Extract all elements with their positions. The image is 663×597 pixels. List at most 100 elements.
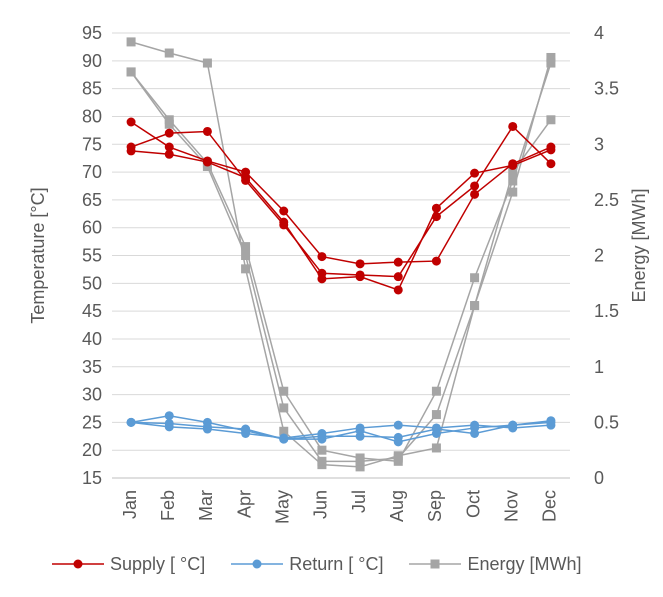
data-point-supply — [317, 252, 327, 262]
y-right-tick-label: 3 — [594, 134, 604, 154]
y-left-tick-label: 90 — [82, 51, 102, 71]
data-point-return — [431, 429, 441, 438]
x-tick-label: Apr — [234, 490, 254, 518]
y-left-tick-label: 80 — [82, 106, 102, 126]
data-point-supply — [470, 189, 480, 199]
chart-legend: Supply [ °C] Return [ °C] Energy [MWh] — [52, 546, 652, 582]
legend-label-supply: Supply [ °C] — [110, 553, 206, 574]
data-point-supply — [126, 146, 136, 156]
series-line-return — [131, 421, 551, 443]
data-point-supply — [470, 168, 480, 178]
data-point-supply — [431, 203, 441, 213]
data-point-supply — [126, 117, 136, 127]
data-point-supply — [164, 149, 174, 159]
data-point-supply — [546, 159, 556, 169]
data-point-return — [126, 417, 136, 427]
y-left-tick-label: 20 — [82, 440, 102, 460]
data-point-return — [279, 434, 289, 444]
y-left-tick-label: 70 — [82, 162, 102, 182]
data-point-supply — [355, 259, 365, 269]
data-point-supply — [508, 121, 518, 131]
legend-swatch-marker — [252, 559, 262, 569]
data-point-supply — [317, 274, 327, 284]
data-point-energy — [355, 462, 365, 472]
series-line-supply — [131, 149, 552, 291]
y-left-tick-label: 45 — [82, 301, 102, 321]
data-point-energy — [164, 48, 174, 58]
data-point-supply — [241, 173, 251, 183]
y-left-axis-title: Temperature [°C] — [28, 187, 48, 323]
data-point-energy — [508, 176, 518, 186]
data-point-energy — [546, 115, 556, 125]
data-point-return — [393, 437, 403, 447]
data-point-return — [164, 411, 174, 421]
y-right-tick-label: 2.5 — [594, 190, 619, 210]
y-left-tick-label: 75 — [82, 134, 102, 154]
x-tick-label: Jan — [120, 490, 140, 519]
data-point-supply — [546, 145, 556, 155]
y-right-tick-label: 0.5 — [594, 412, 619, 432]
legend-label-energy: Energy [MWh] — [467, 553, 582, 574]
data-point-energy — [431, 443, 441, 453]
x-tick-label: Sep — [425, 490, 445, 522]
series-line-energy — [130, 41, 552, 468]
data-point-return — [546, 417, 556, 427]
x-tick-label: Jul — [349, 490, 369, 513]
data-point-supply — [279, 206, 289, 216]
x-tick-label: Dec — [540, 490, 560, 522]
data-point-energy — [508, 187, 518, 197]
data-point-supply — [202, 157, 212, 167]
y-left-tick-label: 50 — [82, 273, 102, 293]
x-tick-label: Jun — [311, 490, 331, 519]
x-tick-label: Nov — [502, 490, 522, 522]
data-point-supply — [393, 285, 403, 295]
x-tick-label: Aug — [387, 490, 407, 522]
data-point-supply — [431, 256, 441, 266]
legend-swatch-marker — [73, 559, 83, 569]
legend-swatch-energy — [409, 559, 462, 569]
data-point-energy — [279, 403, 289, 413]
data-point-energy — [164, 119, 174, 129]
legend-label-return: Return [ °C] — [289, 553, 384, 574]
legend-entry-return: Return [ °C] — [231, 554, 383, 575]
data-point-return — [317, 434, 327, 444]
data-point-return — [241, 424, 251, 434]
data-point-supply — [393, 257, 403, 267]
series-line-energy — [130, 62, 552, 463]
data-point-supply — [470, 181, 480, 191]
data-point-energy — [546, 58, 556, 68]
data-point-energy — [508, 167, 518, 177]
legend-entry-supply: Supply [ °C] — [52, 554, 205, 575]
data-point-return — [393, 420, 403, 430]
data-point-energy — [317, 456, 327, 466]
x-tick-label: Feb — [158, 490, 178, 521]
y-left-tick-label: 60 — [82, 218, 102, 238]
x-tick-label: Mar — [196, 490, 216, 521]
data-point-return — [355, 426, 365, 436]
x-tick-label: Oct — [463, 490, 483, 518]
legend-swatch-supply — [52, 559, 104, 569]
data-point-energy — [241, 251, 251, 260]
data-point-energy — [317, 445, 327, 455]
y-right-tick-label: 0 — [594, 468, 604, 488]
data-point-return — [470, 423, 480, 433]
legend-swatch-marker — [430, 559, 440, 569]
legend-entry-energy: Energy [MWh] — [409, 553, 582, 575]
data-point-energy — [470, 301, 480, 311]
y-left-tick-label: 40 — [82, 329, 102, 349]
data-point-supply — [164, 128, 174, 138]
x-tick-label: May — [273, 490, 293, 524]
y-left-tick-label: 85 — [82, 79, 102, 99]
y-right-tick-label: 1 — [594, 357, 604, 377]
y-left-tick-label: 55 — [82, 246, 102, 266]
series-line-supply — [130, 121, 552, 265]
y-right-tick-label: 3.5 — [594, 79, 619, 99]
y-left-tick-label: 95 — [82, 23, 102, 43]
data-point-energy — [279, 386, 289, 396]
data-point-energy — [126, 67, 136, 77]
y-right-axis-title: Energy [MWh] — [629, 188, 649, 302]
y-left-tick-label: 65 — [82, 190, 102, 210]
series-line-return — [130, 421, 551, 439]
